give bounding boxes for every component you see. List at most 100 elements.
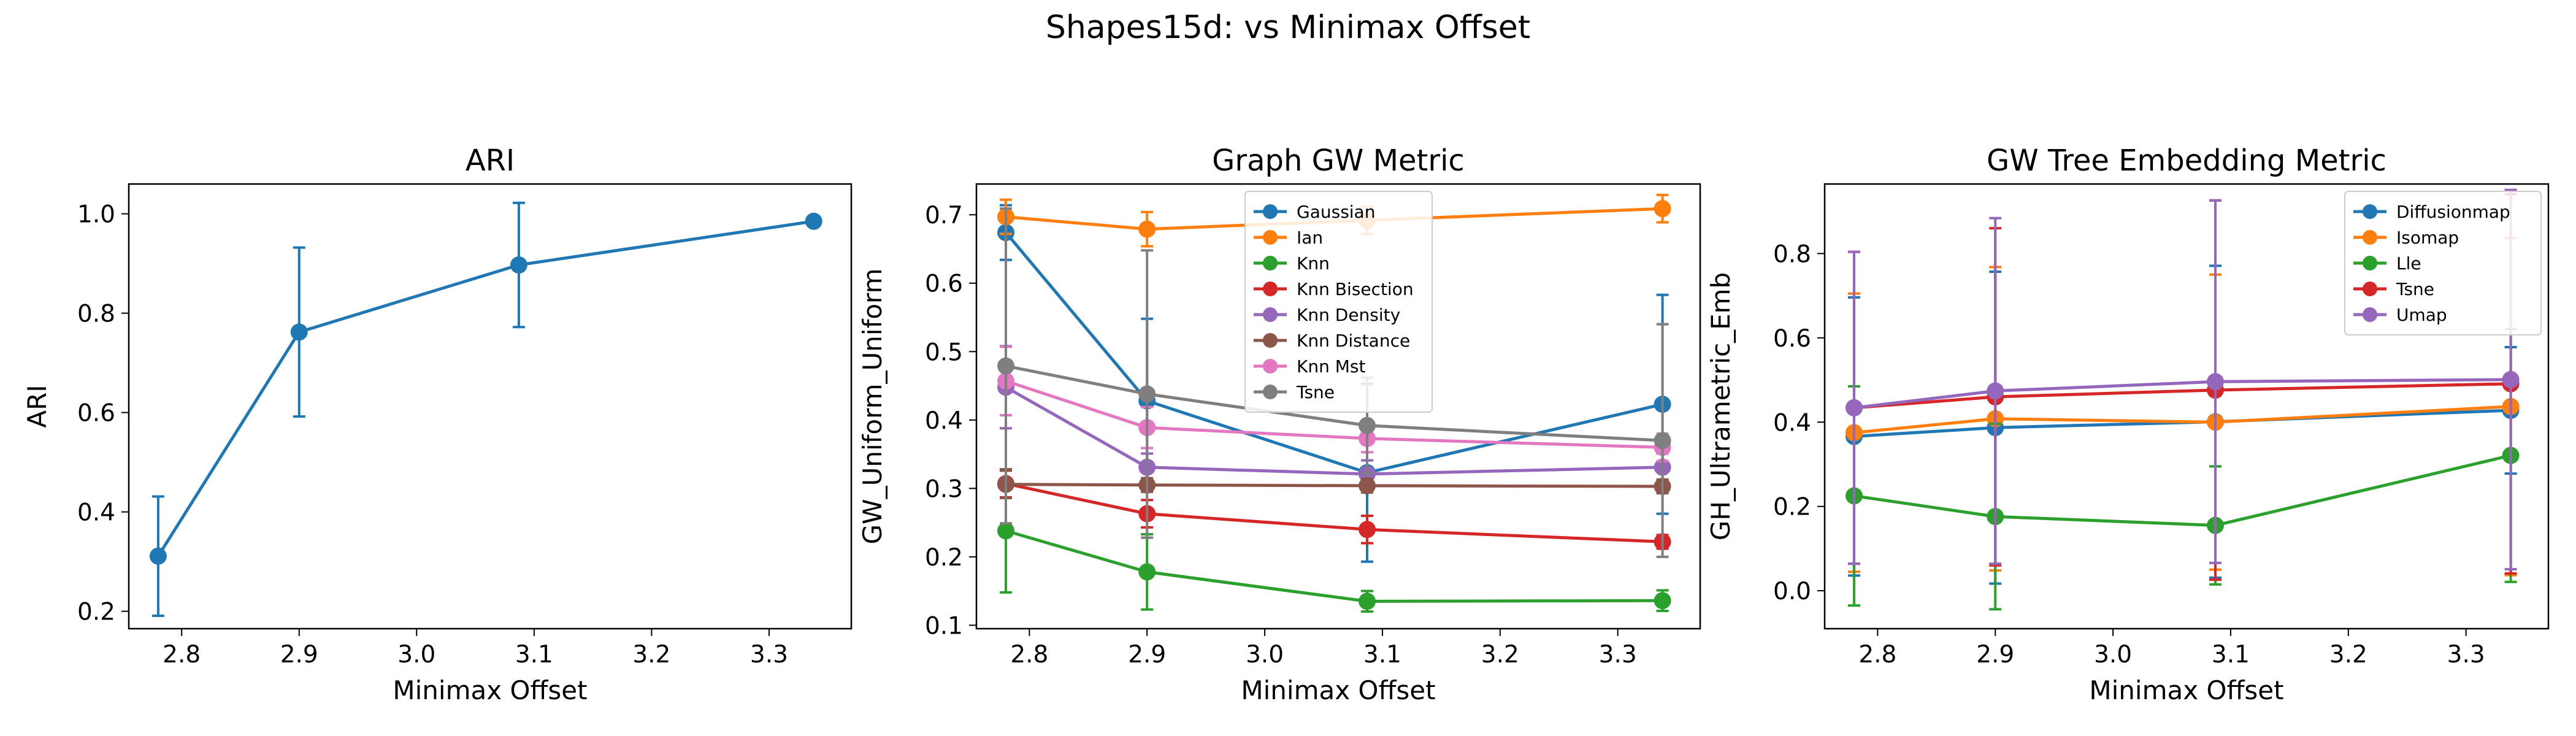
x-tick-label: 2.8 [163,641,201,669]
x-tick-label: 3.2 [2329,641,2367,669]
y-axis-label: ARI [22,385,52,427]
legend-entry: Knn [1254,253,1330,274]
data-point [805,212,822,230]
series-line [1005,386,1663,476]
legend: Gaussian Ian Knn Knn Bisection Knn Density Kn… [1244,191,1433,413]
data-point [290,323,308,341]
y-axis-label: GH_Ultrametric_Emb [1706,272,1736,540]
x-axis-label: Minimax Offset [393,675,587,705]
legend-label: Knn Distance [1297,331,1410,351]
legend-swatch-marker [1263,359,1278,374]
series-line [156,220,815,558]
legend-label: Tsne [1296,382,1335,402]
series-ari [149,201,822,617]
y-tick-label: 0.6 [77,400,115,427]
legend-label: Knn Density [1297,305,1400,325]
series-line [1005,482,1663,543]
axes-frame [1823,183,2550,630]
legend-label: Ian [1297,228,1323,248]
x-tick-label: 3.2 [632,641,670,669]
legend-entry: Gaussian [1254,202,1375,222]
data-point [2207,373,2225,391]
legend-entry: Diffusionmap [2353,202,2510,222]
series-line [1853,382,2511,410]
legend-swatch-marker [1263,230,1278,245]
legend-entry: Knn Bisection [1254,279,1414,299]
panel-1: 2.8 2.9 3.0 3.1 3.2 3.3 0.2 0.4 0.6 0.8 1.0 Minimax… [22,144,853,705]
data-point [1845,399,1863,416]
legend-label: Knn Mst [1297,356,1366,377]
legend-swatch-marker [1263,333,1278,348]
legend-entry: Knn Mst [1254,356,1366,377]
x-tick-label: 3.3 [2447,641,2485,669]
x-tick-label: 3.0 [2094,641,2132,669]
axes-frame [975,183,1701,630]
legend-label: Gaussian [1297,202,1375,222]
legend-entry: Isomap [2353,228,2459,248]
legend-entry: Ian [1254,228,1323,248]
figure-suptitle: Shapes15d: vs Minimax Offset [1046,9,1530,46]
legend-entry: Knn Distance [1254,331,1410,351]
legend-label: Isomap [2396,228,2459,248]
x-tick-label: 2.9 [280,641,318,669]
legend-entry: Lle [2353,253,2421,274]
data-point [1138,563,1156,581]
legend-swatch-marker [1263,307,1278,322]
data-point [1138,385,1156,403]
series-line [1853,378,2511,410]
series-line [1005,231,1663,475]
series-line [1005,379,1663,449]
y-tick-label: 0.7 [925,202,963,229]
y-tick-label: 0.0 [1773,578,1811,605]
legend-label: Diffusionmap [2396,202,2510,222]
y-tick-label: 0.8 [77,301,115,328]
x-tick-label: 3.1 [2212,641,2250,669]
legend-box [2344,191,2542,335]
series-line [1005,529,1663,603]
legend: Diffusionmap Isomap Lle Tsne Umap [2344,191,2542,335]
y-tick-label: 0.6 [925,270,963,298]
x-tick-label: 3.3 [1599,641,1637,669]
legend-label: Umap [2396,305,2447,325]
legend-swatch-marker [2363,282,2377,296]
y-tick-label: 0.3 [925,475,963,503]
legend-swatch-marker [2363,307,2377,322]
x-tick-label: 2.9 [1976,641,2014,669]
x-axis-label: Minimax Offset [1241,675,1435,705]
x-tick-label: 3.1 [515,641,553,669]
y-tick-label: 0.4 [925,407,963,435]
data-point [997,522,1014,540]
series-line [1853,454,2512,527]
legend-label: Knn Bisection [1297,279,1414,299]
data-point [1654,432,1671,450]
y-tick-label: 0.2 [925,544,963,572]
x-axis-label: Minimax Offset [2089,675,2283,705]
y-tick-label: 0.6 [1773,325,1811,353]
legend-swatch-marker [1263,385,1278,399]
legend-swatch-marker [1263,256,1278,270]
y-axis-label: GW_Uniform_Uniform [857,269,887,545]
y-tick-label: 0.8 [1773,240,1811,268]
panel-3: 2.8 2.9 3.0 3.1 3.2 3.3 0.0 0.2 0.4 0.6 0.8 Minimax… [1706,144,2550,705]
y-tick-label: 0.2 [77,599,115,626]
legend-entry: Umap [2353,305,2447,325]
panel-title: ARI [466,144,515,178]
y-tick-label: 0.4 [1773,409,1811,437]
x-tick-label: 2.8 [1858,641,1896,669]
legend-entry: Tsne [1254,382,1335,402]
x-tick-label: 3.0 [397,641,435,669]
legend-swatch-marker [1263,204,1278,219]
panel-title: Graph GW Metric [1212,144,1465,178]
series-line [1005,483,1663,488]
data-point [1654,592,1671,610]
series-line [1853,405,2511,434]
series-line [1853,408,2511,439]
legend-swatch-marker [2363,204,2377,219]
legend-label: Knn [1297,253,1330,274]
x-tick-label: 2.8 [1010,641,1048,669]
data-point [510,256,527,274]
x-tick-label: 2.9 [1128,641,1166,669]
y-tick-label: 0.5 [925,339,963,366]
data-point [1359,416,1376,434]
data-point [1654,200,1671,218]
